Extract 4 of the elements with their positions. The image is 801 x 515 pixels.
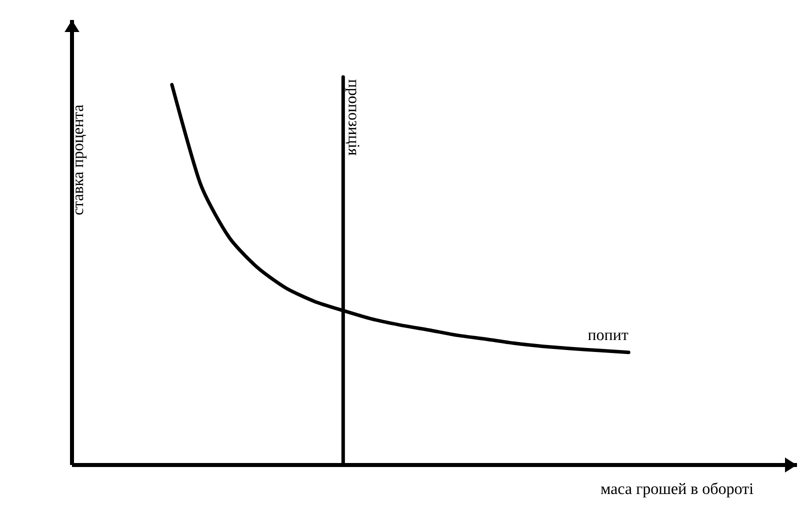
annotation: пропозиція: [345, 80, 360, 156]
x-axis-title: маса грошей в обороті: [600, 482, 754, 498]
y-axis-title: ставка процента: [76, 104, 86, 215]
series-label: попит: [588, 332, 628, 340]
